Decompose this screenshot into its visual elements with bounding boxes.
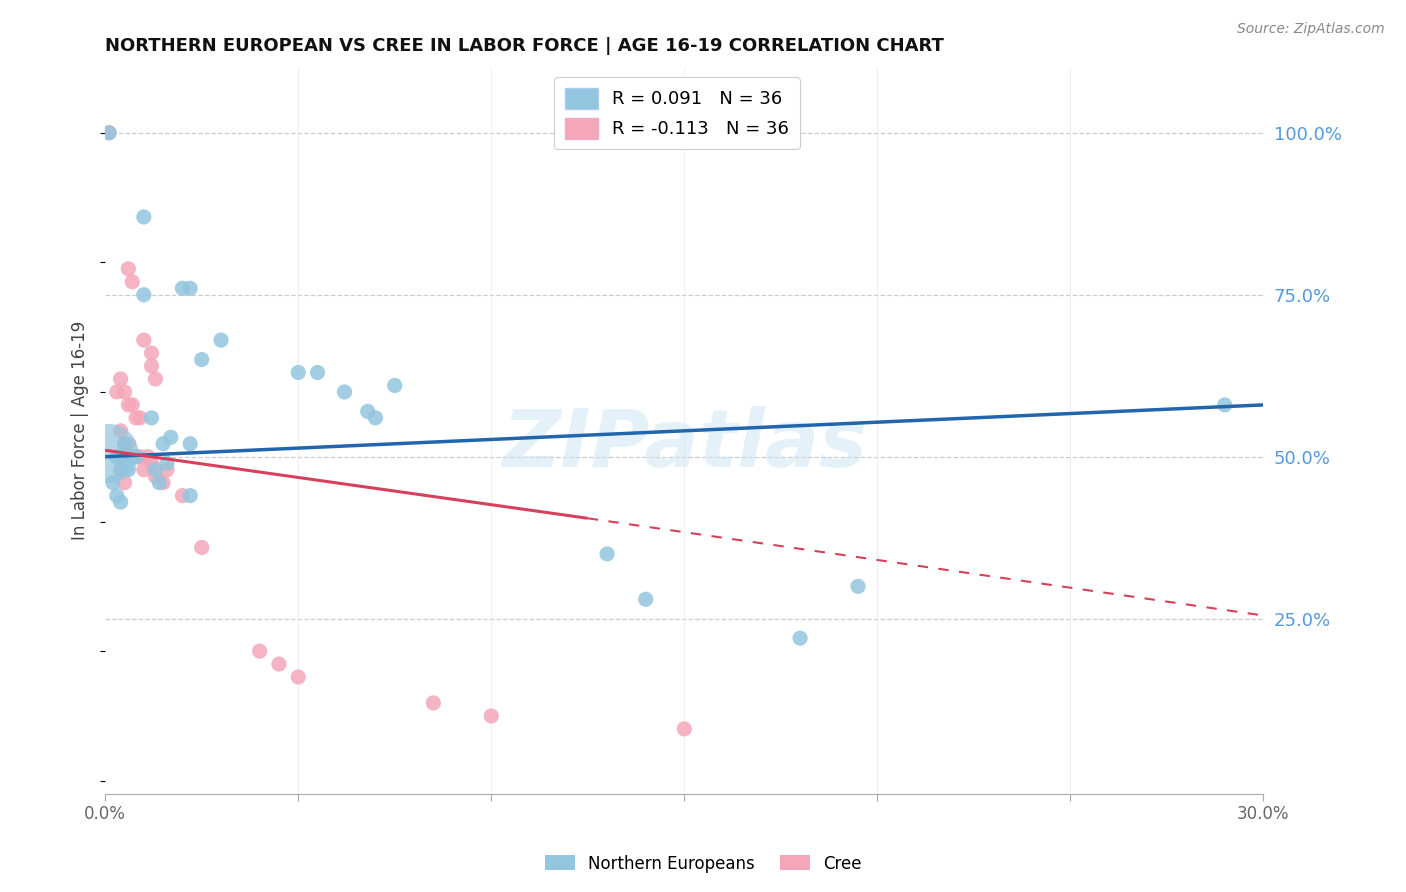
Point bbox=[209, 333, 232, 347]
Point bbox=[364, 410, 387, 425]
Legend: Northern Europeans, Cree: Northern Europeans, Cree bbox=[538, 848, 868, 880]
Point bbox=[132, 463, 155, 477]
Point bbox=[673, 722, 696, 736]
Point bbox=[114, 475, 136, 490]
Point bbox=[132, 210, 155, 224]
Point bbox=[110, 495, 132, 509]
Point bbox=[121, 275, 143, 289]
Point bbox=[125, 450, 148, 464]
Point bbox=[114, 437, 136, 451]
Point bbox=[121, 398, 143, 412]
Text: NORTHERN EUROPEAN VS CREE IN LABOR FORCE | AGE 16-19 CORRELATION CHART: NORTHERN EUROPEAN VS CREE IN LABOR FORCE… bbox=[105, 37, 943, 55]
Point bbox=[789, 631, 811, 645]
Point bbox=[141, 359, 163, 373]
Point bbox=[117, 437, 139, 451]
Y-axis label: In Labor Force | Age 16-19: In Labor Force | Age 16-19 bbox=[72, 321, 89, 541]
Point bbox=[110, 463, 132, 477]
Text: Source: ZipAtlas.com: Source: ZipAtlas.com bbox=[1237, 22, 1385, 37]
Point bbox=[101, 475, 124, 490]
Point bbox=[249, 644, 271, 658]
Point bbox=[634, 592, 657, 607]
Point bbox=[125, 410, 148, 425]
Point bbox=[384, 378, 406, 392]
Point bbox=[846, 579, 869, 593]
Point bbox=[121, 450, 143, 464]
Point bbox=[105, 489, 128, 503]
Point bbox=[190, 541, 212, 555]
Point bbox=[479, 709, 502, 723]
Point bbox=[172, 281, 194, 295]
Point bbox=[152, 437, 174, 451]
Point bbox=[105, 384, 128, 399]
Point bbox=[145, 372, 167, 386]
Point bbox=[267, 657, 290, 671]
Point bbox=[1213, 398, 1236, 412]
Point bbox=[129, 450, 152, 464]
Point bbox=[141, 346, 163, 360]
Point bbox=[132, 287, 155, 301]
Point bbox=[160, 430, 183, 444]
Point bbox=[136, 450, 159, 464]
Point bbox=[190, 352, 212, 367]
Point bbox=[132, 333, 155, 347]
Point bbox=[141, 456, 163, 470]
Point bbox=[125, 450, 148, 464]
Point bbox=[117, 261, 139, 276]
Point bbox=[114, 437, 136, 451]
Point bbox=[98, 126, 121, 140]
Point bbox=[98, 446, 121, 460]
Point bbox=[110, 463, 132, 477]
Point bbox=[145, 469, 167, 483]
Point bbox=[141, 410, 163, 425]
Point bbox=[172, 489, 194, 503]
Point bbox=[287, 366, 309, 380]
Point bbox=[152, 475, 174, 490]
Point bbox=[110, 372, 132, 386]
Point bbox=[156, 456, 179, 470]
Point bbox=[110, 450, 132, 464]
Point bbox=[287, 670, 309, 684]
Point bbox=[148, 475, 170, 490]
Point bbox=[333, 384, 356, 399]
Point bbox=[98, 126, 121, 140]
Point bbox=[117, 398, 139, 412]
Point bbox=[179, 281, 201, 295]
Point bbox=[307, 366, 329, 380]
Point bbox=[114, 384, 136, 399]
Point bbox=[117, 463, 139, 477]
Point bbox=[357, 404, 380, 418]
Point bbox=[596, 547, 619, 561]
Point bbox=[145, 463, 167, 477]
Point bbox=[156, 463, 179, 477]
Point bbox=[422, 696, 444, 710]
Point bbox=[179, 437, 201, 451]
Point bbox=[110, 424, 132, 438]
Point bbox=[129, 410, 152, 425]
Text: ZIPatlas: ZIPatlas bbox=[502, 407, 866, 484]
Legend: R = 0.091   N = 36, R = -0.113   N = 36: R = 0.091 N = 36, R = -0.113 N = 36 bbox=[554, 77, 800, 149]
Point bbox=[121, 450, 143, 464]
Point bbox=[105, 450, 128, 464]
Point bbox=[179, 489, 201, 503]
